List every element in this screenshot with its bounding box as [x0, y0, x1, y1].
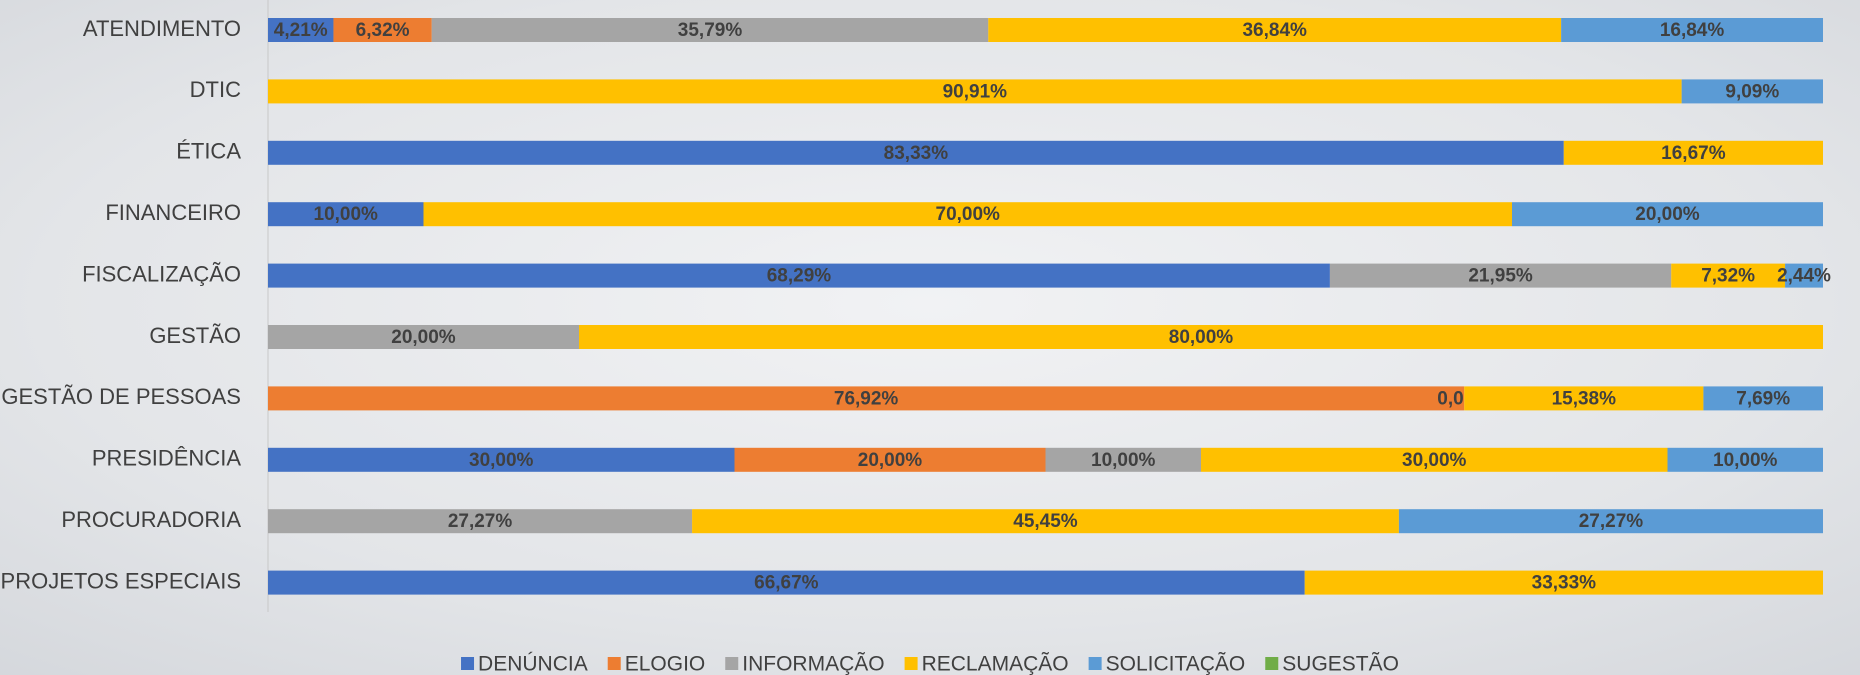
category-label: PRESIDÊNCIA: [92, 446, 241, 471]
legend-label: INFORMAÇÃO: [742, 652, 884, 675]
category-label: GESTÃO: [149, 323, 241, 348]
legend-label: ELOGIO: [625, 653, 706, 675]
category-label: DTIC: [190, 77, 241, 102]
data-label: 35,79%: [678, 20, 743, 41]
data-label: 83,33%: [884, 143, 949, 164]
legend-swatch: [608, 657, 621, 670]
data-label: 30,00%: [469, 450, 534, 471]
data-label: 68,29%: [767, 266, 832, 287]
legend-swatch: [905, 657, 918, 670]
data-label: 7,32%: [1701, 266, 1755, 287]
data-label: 16,84%: [1660, 20, 1725, 41]
chart: ATENDIMENTO 4,21% 6,32% 35,79% 36,84% 16,84% D…: [0, 0, 1860, 675]
data-label: 36,84%: [1242, 20, 1307, 41]
data-label: 4,21%: [274, 20, 328, 41]
data-label: 80,00%: [1169, 327, 1234, 348]
data-label: 2,44%: [1777, 266, 1831, 287]
data-label: 16,67%: [1661, 143, 1726, 164]
data-label: 90,91%: [943, 81, 1008, 102]
data-label: 27,27%: [448, 511, 513, 532]
legend-label: RECLAMAÇÃO: [922, 652, 1069, 675]
legend-label: SOLICITAÇÃO: [1106, 652, 1246, 675]
data-label: 7,69%: [1736, 388, 1790, 409]
data-label: 33,33%: [1532, 573, 1597, 594]
category-label: FINANCEIRO: [105, 200, 241, 225]
category-label: ÉTICA: [176, 139, 241, 164]
category-label: FISCALIZAÇÃO: [82, 261, 241, 286]
page: ATENDIMENTO 4,21% 6,32% 35,79% 36,84% 16,84% D…: [0, 0, 1860, 675]
data-label: 45,45%: [1013, 511, 1078, 532]
data-label: 10,00%: [314, 204, 379, 225]
data-label: 9,09%: [1725, 81, 1779, 102]
category-label: PROCURADORIA: [61, 507, 241, 532]
legend-swatch: [1089, 657, 1102, 670]
data-label: 6,32%: [356, 20, 410, 41]
legend-swatch: [461, 657, 474, 670]
data-label: 15,38%: [1552, 388, 1617, 409]
category-label: GESTÃO DE PESSOAS: [1, 384, 241, 409]
legend-swatch: [725, 657, 738, 670]
data-label: 70,00%: [936, 204, 1001, 225]
legend-label: DENÚNCIA: [478, 653, 588, 675]
category-label: ATENDIMENTO: [83, 16, 241, 41]
data-label: 76,92%: [834, 388, 899, 409]
data-label: 20,00%: [858, 450, 923, 471]
legend-swatch: [1265, 657, 1278, 670]
data-label: 20,00%: [391, 327, 456, 348]
data-label: 30,00%: [1402, 450, 1467, 471]
data-label: 10,00%: [1713, 450, 1778, 471]
legend-label: SUGESTÃO: [1282, 652, 1399, 675]
data-label: 10,00%: [1091, 450, 1156, 471]
data-label: 27,27%: [1579, 511, 1644, 532]
data-label: 20,00%: [1635, 204, 1700, 225]
data-label: 66,67%: [754, 573, 819, 594]
category-label: PROJETOS ESPECIAIS: [1, 568, 241, 593]
data-label: 21,95%: [1468, 266, 1533, 287]
